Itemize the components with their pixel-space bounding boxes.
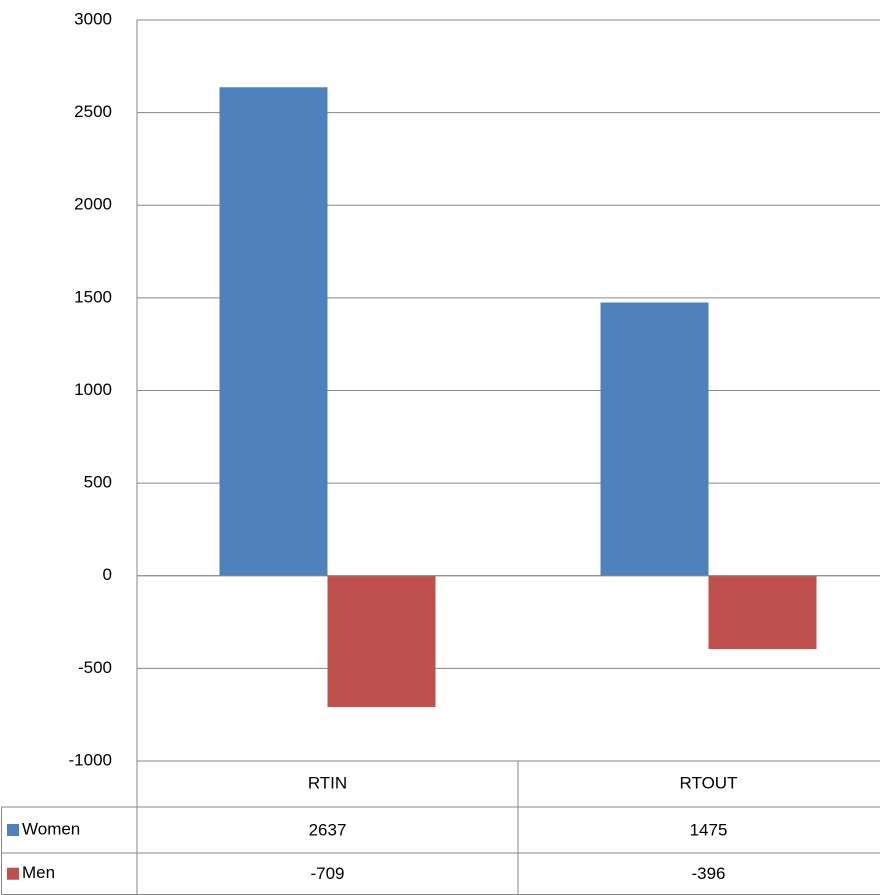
- y-tick-label: -1000: [69, 750, 112, 769]
- bar: [600, 302, 709, 576]
- y-tick-label: 2000: [74, 195, 112, 214]
- y-tick-label: -500: [78, 658, 112, 677]
- x-tick-label: RTIN: [308, 773, 347, 792]
- y-tick-label: 0: [103, 565, 112, 584]
- bar: [708, 575, 817, 650]
- bar: [327, 575, 436, 708]
- y-tick-label: 1500: [74, 287, 112, 306]
- y-tick-label: 2500: [74, 102, 112, 121]
- y-tick-label: 500: [84, 473, 112, 492]
- legend-key: [7, 867, 19, 880]
- legend-key: [7, 824, 19, 836]
- x-tick-label: RTOUT: [680, 773, 738, 792]
- table-value: -709: [310, 864, 344, 883]
- legend-label: Women: [22, 819, 80, 838]
- legend-label: Men: [22, 863, 55, 882]
- bar: [219, 87, 328, 576]
- y-tick-label: 1000: [74, 380, 112, 399]
- table-value: 2637: [309, 820, 347, 839]
- table-value: -396: [691, 864, 725, 883]
- table-value: 1475: [690, 820, 728, 839]
- y-tick-label: 3000: [74, 9, 112, 28]
